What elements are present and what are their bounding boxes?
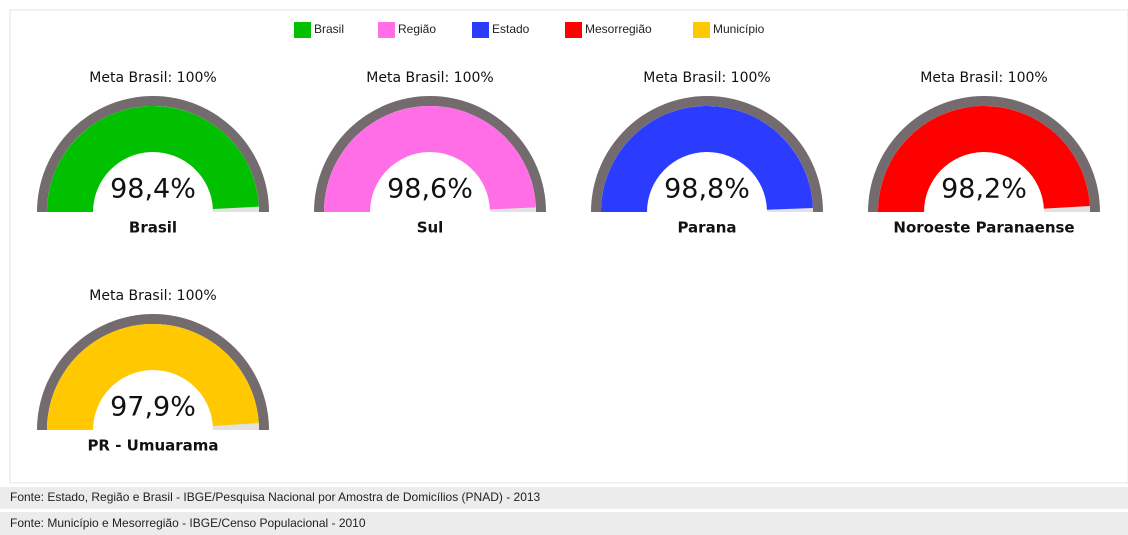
gauge-label: Noroeste Paranaense <box>893 219 1074 237</box>
legend-swatch <box>472 22 489 38</box>
footer-band <box>0 487 1128 509</box>
legend-swatch <box>693 22 710 38</box>
legend-label: Brasil <box>314 22 344 36</box>
gauge-title: Meta Brasil: 100% <box>89 288 216 304</box>
legend-swatch <box>378 22 395 38</box>
legend-label: Estado <box>492 22 530 36</box>
gauge-value: 98,6% <box>387 174 473 205</box>
gauge-label: Sul <box>417 219 444 237</box>
gauge-value: 98,2% <box>941 174 1027 205</box>
gauge-title: Meta Brasil: 100% <box>643 70 770 86</box>
gauge-value: 98,4% <box>110 174 196 205</box>
gauge-title: Meta Brasil: 100% <box>89 70 216 86</box>
footer-text: Fonte: Estado, Região e Brasil - IBGE/Pe… <box>10 490 541 504</box>
gauge-fill <box>47 106 259 212</box>
panel <box>9 9 1128 484</box>
gauge-title: Meta Brasil: 100% <box>366 70 493 86</box>
footer-text: Fonte: Município e Mesorregião - IBGE/Ce… <box>10 516 366 530</box>
gauge-label: PR - Umuarama <box>87 437 218 455</box>
gauge-fill <box>878 105 1090 212</box>
legend-label: Município <box>713 22 765 36</box>
legend-swatch <box>294 22 311 38</box>
gauge-value: 98,8% <box>664 174 750 205</box>
gauge-fill <box>324 106 536 212</box>
gauge-fill <box>47 323 259 430</box>
legend-label: Região <box>398 22 436 36</box>
gauge-label: Brasil <box>129 219 177 237</box>
legend-label: Mesorregião <box>585 22 652 36</box>
footer-band <box>0 512 1128 535</box>
legend-swatch <box>565 22 582 38</box>
gauge-fill <box>601 105 813 212</box>
gauge-label: Parana <box>677 219 736 237</box>
gauge-value: 97,9% <box>110 392 196 423</box>
gauge-title: Meta Brasil: 100% <box>920 70 1047 86</box>
